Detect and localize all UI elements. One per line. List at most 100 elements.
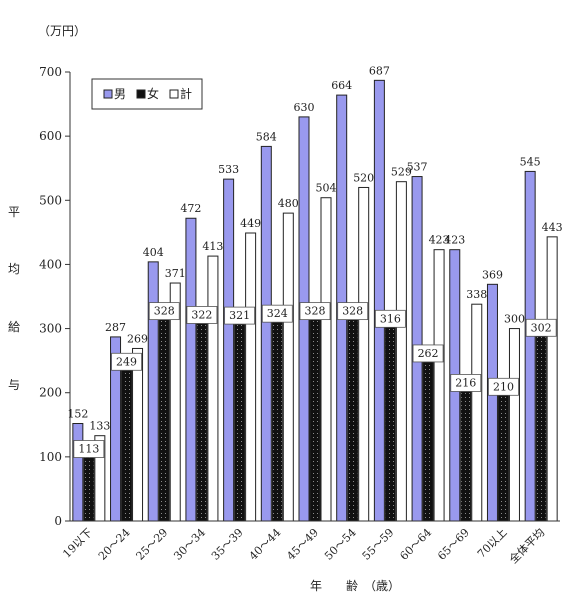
x-tick-label: 25～29	[134, 526, 171, 563]
value-label-total: 423	[429, 234, 450, 247]
legend-label: 計	[180, 86, 192, 101]
value-label-box-female	[450, 374, 482, 392]
value-label-male: 584	[256, 130, 277, 143]
y-tick-label: 200	[39, 386, 62, 400]
value-label-male: 664	[331, 79, 352, 92]
value-label-male: 630	[294, 101, 315, 114]
y-tick-label: 500	[39, 193, 62, 207]
value-label-box-female	[412, 344, 444, 363]
value-label-total: 449	[240, 217, 261, 230]
value-label-female: 316	[380, 312, 401, 325]
value-label-box-female	[525, 318, 557, 337]
x-axis-title: 年 齢 （歳）	[310, 578, 400, 593]
x-tick-label: 40～44	[247, 526, 284, 563]
value-label-box-female	[111, 352, 142, 371]
value-label-total: 520	[353, 171, 374, 184]
bar-total	[358, 186, 370, 522]
bar-total	[207, 255, 219, 522]
bar-total	[282, 212, 294, 522]
value-label-male: 545	[520, 155, 541, 168]
value-label-box-female	[337, 302, 369, 321]
bar-female	[347, 310, 359, 522]
bar-total	[245, 232, 257, 522]
bar-total	[132, 347, 144, 522]
value-label-box-female	[73, 440, 105, 458]
value-label-male: 423	[444, 234, 465, 247]
value-label-male: 537	[407, 161, 428, 174]
bar-group: 533 449 321	[218, 163, 261, 522]
y-tick-label: 0	[54, 514, 62, 528]
value-label-box-female	[148, 302, 180, 321]
value-label-total: 371	[165, 267, 186, 280]
bar-total	[546, 236, 558, 522]
bar-male	[147, 261, 159, 522]
bar-male	[185, 217, 197, 522]
bar-total	[508, 328, 520, 522]
x-tick-label: 30～34	[171, 526, 208, 563]
bar-female	[422, 352, 434, 522]
value-label-total: 443	[542, 221, 563, 234]
x-tick-label: 45～49	[284, 526, 321, 563]
value-label-total: 133	[89, 420, 110, 433]
bar-female	[535, 326, 547, 522]
x-tick-label: 65～69	[435, 526, 472, 563]
value-label-box-female	[374, 309, 406, 328]
value-label-female: 324	[267, 307, 288, 320]
bar-total	[433, 249, 445, 522]
y-tick-label: 300	[39, 322, 62, 336]
bar-male	[260, 145, 272, 522]
bar-total	[471, 303, 483, 522]
value-label-female: 113	[78, 443, 99, 456]
y-axis: 0 100 200 300 400 500 600 700	[39, 65, 71, 528]
value-label-box-female	[488, 377, 519, 396]
bar-female	[196, 313, 208, 522]
value-label-female: 262	[418, 347, 439, 360]
value-label-box-female	[224, 306, 256, 325]
bar-female	[384, 317, 396, 522]
bar-group: 423 338 216	[444, 234, 487, 522]
bar-female	[83, 448, 95, 522]
value-label-total: 338	[466, 288, 487, 301]
bar-male	[373, 79, 385, 522]
x-tick-label: 55～59	[360, 526, 397, 563]
bar-group: 537 423 262	[407, 161, 450, 522]
bar-male	[524, 170, 536, 522]
value-label-male: 404	[143, 246, 164, 259]
y-axis-title-char: 平	[8, 205, 20, 219]
x-axis: 19以下 20～24 25～29 30～34 35～39 40～44 45～49 50～54 5…	[60, 520, 560, 566]
bar-female	[271, 312, 283, 522]
legend-swatch	[103, 89, 113, 99]
bar-female	[121, 360, 133, 522]
value-label-total: 480	[278, 197, 299, 210]
value-label-female: 321	[229, 309, 250, 322]
x-tick-label: 70以上	[475, 526, 510, 561]
legend-swatch	[136, 89, 146, 99]
bar-female	[309, 310, 321, 522]
value-label-total: 413	[202, 240, 223, 253]
value-label-box-female	[186, 306, 218, 324]
bar-female	[460, 381, 472, 522]
y-axis-title-char: 与	[8, 378, 20, 392]
value-label-female: 328	[305, 305, 326, 318]
bar-group: 472 413 322	[180, 202, 223, 522]
bar-female	[234, 314, 246, 522]
bar-group: 369 300 210	[482, 268, 525, 522]
x-tick-label: 50～54	[322, 526, 359, 563]
bar-female	[158, 310, 170, 522]
value-label-box-female	[261, 304, 293, 323]
value-label-female: 322	[191, 308, 212, 321]
value-label-female: 210	[493, 380, 514, 393]
bar-group: 630 504 328	[294, 101, 337, 522]
value-label-male: 472	[180, 202, 201, 215]
x-tick-label: 60～64	[397, 526, 434, 563]
bar-female	[497, 385, 509, 522]
bar-total	[395, 181, 407, 522]
legend-label: 男	[114, 87, 126, 101]
bar-male	[72, 423, 84, 522]
y-tick-label: 100	[39, 450, 62, 464]
